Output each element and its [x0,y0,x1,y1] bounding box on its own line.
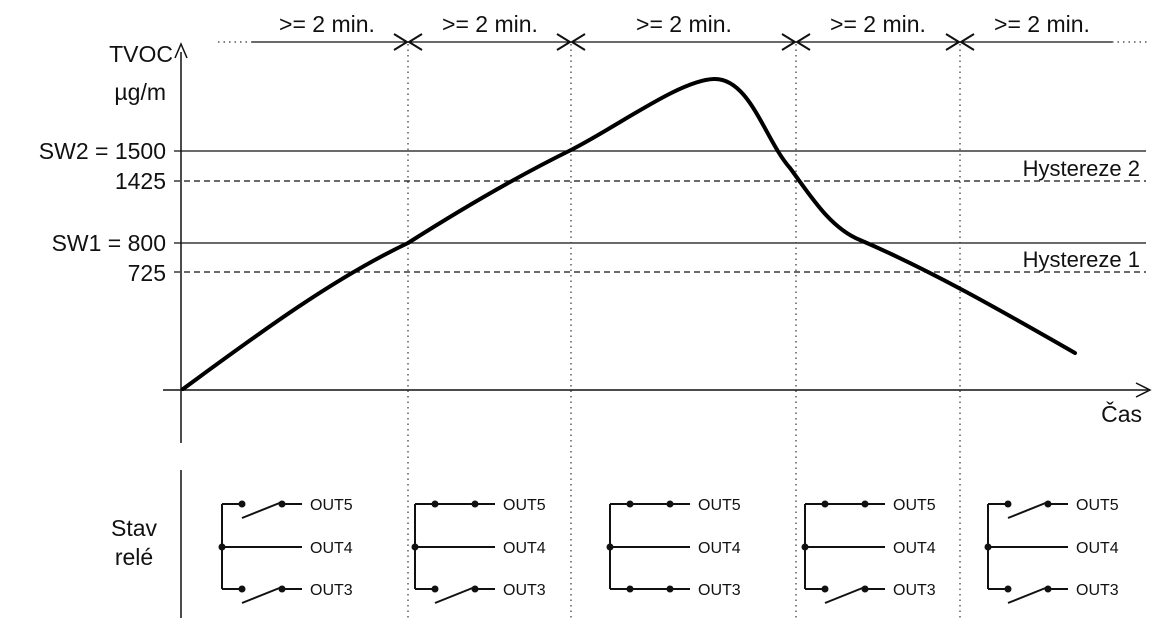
relay-out3-label: OUT3 [698,582,741,599]
sw2-label: SW2 = 1500 [39,138,166,164]
relay-label-line1: Stav [111,515,158,541]
relay-out3-contact [1004,585,1012,593]
relay-out3-label: OUT3 [503,582,546,599]
interval-arrow-icon [393,33,409,51]
relay-out5-label: OUT5 [503,497,546,514]
relay-out5-label: OUT5 [1076,497,1119,514]
y-axis-label-line1: TVOC [109,41,173,67]
relay-out3-label: OUT3 [1076,582,1119,599]
y-axis-arrow-icon [174,42,188,59]
relay-label-line2: relé [115,544,153,570]
relay-out5-label: OUT5 [893,497,936,514]
relay-out5-blade-open [241,501,283,519]
interval-arrow-icon [795,33,811,51]
hysteresis2-label: Hystereze 2 [1023,156,1140,181]
relay-out3-contact [821,585,829,593]
interval-arrow-icon [781,33,797,51]
relay-out3-contact [431,585,439,593]
relay-out5-label: OUT5 [310,497,353,514]
relay-group-3: OUT5 OUT3 OUT4 [606,497,741,599]
tvoc-curve [181,76,1077,391]
interval-arrow-icon [959,33,975,51]
relay-group-1: OUT5 OUT3 OUT4 [218,497,353,604]
relay-out3-blade-open [241,586,283,604]
interval-arrow-icon [945,33,961,51]
interval-label-5: >= 2 min. [994,11,1090,37]
interval-arrow-icon [556,33,572,51]
interval-label-1: >= 2 min. [279,11,375,37]
relay-out3-label: OUT3 [310,582,353,599]
relay-out4-label: OUT4 [310,540,353,557]
relay-group-2: OUT5 OUT3 OUT4 [411,497,546,604]
relay-out5-blade-open [1007,501,1049,519]
relay-groups: OUT5OUT3OUT4OUT5OUT3OUT4OUT5OUT3OUT4OUT5… [218,497,1119,604]
interval-label-4: >= 2 min. [830,11,926,37]
relay-out4-label: OUT4 [1076,540,1119,557]
relay-out3-label: OUT3 [893,582,936,599]
x-axis-arrow-icon [1135,382,1152,398]
interval-arrow-icon [570,33,586,51]
hysteresis2-value-label: 1425 [115,168,166,194]
relay-out3-blade-open [434,586,476,604]
interval-arrow-icon [407,33,423,51]
relay-out4-label: OUT4 [698,540,741,557]
hysteresis1-label: Hystereze 1 [1023,247,1140,272]
relay-out5-contact [1004,500,1012,508]
relay-out3-blade-open [824,586,866,604]
relay-group-4: OUT5 OUT3 OUT4 [801,497,936,604]
interval-label-2: >= 2 min. [442,11,538,37]
relay-out5-contact [238,500,246,508]
relay-out4-label: OUT4 [893,540,936,557]
x-axis-label: Čas [1101,400,1142,427]
sw1-label: SW1 = 800 [52,230,166,256]
y-axis-label-line2: µg/m [114,79,166,105]
relay-out4-label: OUT4 [503,540,546,557]
relay-out5-label: OUT5 [698,497,741,514]
hysteresis1-value-label: 725 [128,260,166,286]
interval-label-3: >= 2 min. [636,11,732,37]
relay-out3-blade-open [1007,586,1049,604]
relay-group-5: OUT5 OUT3 OUT4 [984,497,1119,604]
relay-out3-contact [238,585,246,593]
